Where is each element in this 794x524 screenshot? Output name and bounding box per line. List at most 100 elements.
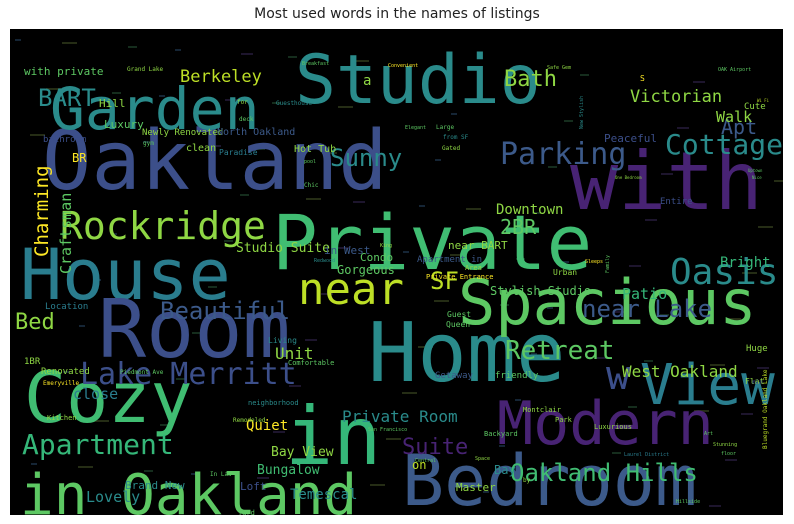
background-texture-mark <box>240 194 249 196</box>
wordcloud-word: Art <box>704 431 713 437</box>
wordcloud-word: Suite <box>402 435 468 460</box>
wordcloud-word: Garden <box>50 75 260 143</box>
background-texture-mark <box>419 205 425 207</box>
wordcloud-word: Uptown <box>748 168 763 173</box>
wordcloud-word: Quiet <box>246 418 288 434</box>
wordcloud-word: Patio <box>622 285 667 303</box>
wordcloud-word: Stylish Studio <box>490 284 591 298</box>
background-texture-mark <box>450 254 465 256</box>
wordcloud-word: S <box>640 74 645 83</box>
background-texture-mark <box>191 473 197 475</box>
background-texture-mark <box>272 102 281 104</box>
background-texture-mark <box>241 53 253 55</box>
wordcloud-word: pool <box>304 159 316 165</box>
background-texture-mark <box>370 484 385 486</box>
background-texture-mark <box>354 60 369 62</box>
wordcloud-word: Lake Merritt <box>80 357 297 392</box>
background-texture-mark <box>596 498 605 500</box>
background-texture-mark <box>321 293 333 295</box>
background-texture-mark <box>322 152 337 154</box>
background-texture-mark <box>548 166 557 168</box>
background-texture-mark <box>726 318 741 320</box>
background-texture-mark <box>62 42 77 44</box>
wordcloud-word: Home <box>368 306 565 401</box>
wordcloud-word: from SF <box>443 134 469 141</box>
background-texture-mark <box>192 332 201 334</box>
wordcloud-word: Room <box>98 283 291 376</box>
wordcloud-word: by <box>523 477 531 484</box>
background-texture-mark <box>47 417 53 419</box>
background-texture-mark <box>531 353 537 355</box>
wordcloud-word: Area <box>465 264 482 272</box>
wordcloud-word: in West <box>324 244 370 257</box>
wordcloud-word: Sunny <box>330 144 402 172</box>
background-texture-mark <box>403 251 409 253</box>
wordcloud-word: close <box>73 385 118 403</box>
wordcloud-word: Oakland <box>42 114 388 209</box>
background-texture-mark <box>386 438 401 440</box>
wordcloud-word: with private <box>24 65 103 78</box>
wordcloud-word: Private <box>272 198 592 287</box>
background-texture-mark <box>758 226 773 228</box>
background-texture-mark <box>289 385 301 387</box>
background-texture-mark <box>31 463 37 465</box>
background-texture-mark <box>160 424 169 426</box>
background-texture-mark <box>15 39 21 41</box>
background-texture-mark <box>369 155 381 157</box>
wordcloud-word: Apt <box>721 115 757 139</box>
wordcloud-word: Space <box>475 456 490 462</box>
background-texture-mark <box>435 159 441 161</box>
background-texture-mark <box>46 88 61 90</box>
wordcloud-word: Chic <box>304 182 319 189</box>
background-texture-mark <box>467 67 473 69</box>
wordcloud-word: Retreat <box>505 336 615 366</box>
background-texture-mark <box>597 357 609 359</box>
background-texture-mark <box>774 180 783 182</box>
background-texture-mark <box>257 477 269 479</box>
background-texture-mark <box>483 491 489 493</box>
wordcloud-word: deck <box>239 116 254 123</box>
wordcloud-word: Park <box>555 416 573 424</box>
wordcloud-word: Kitchen <box>47 414 77 422</box>
wordcloud-word: Bath <box>504 67 557 92</box>
wordcloud-word: Brand New <box>125 479 185 492</box>
wordcloud-word: Hot Tub <box>294 144 336 155</box>
wordcloud-word: Luxury <box>104 118 144 131</box>
background-texture-mark <box>418 346 433 348</box>
background-texture-mark <box>644 360 653 362</box>
wordcloud-word: Downtown <box>496 202 563 218</box>
wordcloud-word: Bedroom <box>402 440 697 515</box>
wordcloud-word: BR <box>72 151 87 165</box>
wordcloud-word: a <box>363 73 371 89</box>
wordcloud-word: One Bedroom <box>615 175 642 180</box>
background-texture-mark <box>209 145 221 147</box>
background-texture-mark <box>208 286 217 288</box>
background-texture-mark <box>709 505 721 507</box>
wordcloud-word: Paradise <box>219 148 258 157</box>
background-texture-mark <box>30 134 45 136</box>
chart-title: Most used words in the names of listings <box>254 6 540 22</box>
background-texture-mark <box>694 410 709 412</box>
wordcloud-word: Walk <box>716 108 752 126</box>
wordcloud-word: Hillside <box>676 499 700 505</box>
wordcloud-word: Temescal <box>290 487 357 503</box>
background-texture-mark <box>79 325 85 327</box>
wordcloud-word: Grand Lake <box>127 66 164 73</box>
background-texture-mark <box>63 371 69 373</box>
wordcloud-word: gym <box>143 140 154 147</box>
wordcloud-word: Comfortable <box>288 359 334 367</box>
wordcloud-word: Bungalow <box>257 463 320 478</box>
wordcloud-word: Charming <box>31 165 53 257</box>
wordcloud-word: Piedmont Ave <box>120 369 164 376</box>
wordcloud-word: Entire <box>660 197 693 207</box>
wordcloud-word: Bay <box>494 463 516 477</box>
wordcloud-word: Convenient <box>388 63 418 69</box>
wordcloud-word: Living <box>268 336 297 345</box>
wordcloud-word: 1BR <box>24 357 41 367</box>
wordcloud-word: min <box>752 379 763 386</box>
background-texture-mark <box>256 148 265 150</box>
wordcloud-word: North Oakland <box>217 127 295 138</box>
wordcloud-word: Loft <box>240 480 267 493</box>
background-texture-mark <box>757 367 769 369</box>
wordcloud-word: Urban <box>553 268 577 277</box>
